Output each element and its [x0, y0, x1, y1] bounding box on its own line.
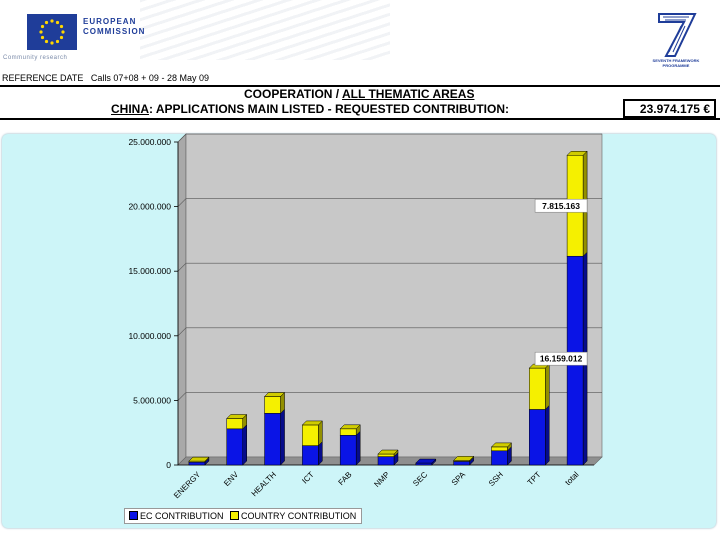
y-tick-label: 25.000.000 [128, 137, 171, 147]
y-tick-label: 20.000.000 [128, 202, 171, 212]
bar-side-tpt-ec [545, 404, 550, 466]
legend-label-country: COUNTRY CONTRIBUTION [241, 511, 357, 521]
bar-top-fab [339, 424, 361, 430]
bar-health-ec [264, 413, 281, 466]
bar-side-env-ec [242, 424, 247, 466]
fp7-logo [655, 10, 699, 58]
bar-sec-ec [415, 462, 433, 466]
bar-spa-ec [453, 461, 470, 466]
bar-top-ict [301, 420, 323, 426]
x-tick-label-energy: ENERGY [172, 470, 203, 501]
x-tick-label-ict: ICT [300, 470, 316, 486]
y-tick-label: 10.000.000 [128, 331, 171, 341]
bar-top-nmp [377, 449, 399, 455]
eu-name: EUROPEAN COMMISSION [83, 17, 145, 37]
x-tick-label-fab: FAB [337, 470, 354, 487]
reference-date-label: REFERENCE DATE [2, 73, 84, 83]
x-tick-label-health: HEALTH [250, 470, 278, 498]
title-separator: / [332, 87, 343, 101]
bar-nmp-country [377, 453, 395, 457]
fp7-seven-icon [658, 13, 697, 57]
reference-date: REFERENCE DATE Calls 07+08 + 09 - 28 May… [2, 73, 209, 83]
page-subtitle: CHINA: APPLICATIONS MAIN LISTED - REQUES… [111, 102, 509, 116]
bar-top-env [226, 414, 248, 419]
gridline-side [177, 133, 187, 143]
gridline-side [177, 198, 187, 207]
eu-name-line1: EUROPEAN [83, 17, 137, 26]
gridline-side [177, 262, 187, 272]
bar-top-sec [415, 458, 437, 464]
y-tick-label: 5.000.000 [133, 395, 171, 405]
x-tick-label-spa: SPA [450, 470, 468, 488]
chart-legend: EC CONTRIBUTION COUNTRY CONTRIBUTION [124, 508, 362, 524]
eu-stars-icon [39, 19, 65, 45]
bar-top-spa [453, 456, 475, 461]
fp7-caption: SEVENTH FRAMEWORK PROGRAMME [652, 58, 700, 68]
x-tick-label-nmp: NMP [372, 470, 391, 489]
bar-side-health-ec [280, 408, 285, 466]
bar-nmp-ec [377, 456, 395, 466]
x-tick-label-ssh: SSH [487, 470, 505, 488]
y-tick-label: 15.000.000 [128, 266, 171, 276]
eu-flag-logo [27, 14, 77, 50]
bar-env-country [226, 418, 243, 430]
legend-label-ec: EC CONTRIBUTION [140, 511, 224, 521]
eu-name-line2: COMMISSION [83, 27, 146, 36]
bar-top-ssh [490, 442, 513, 448]
data-label-ec: 16.159.012 [540, 354, 583, 364]
header-decoration [140, 0, 390, 60]
eu-subtitle: Community research [3, 55, 68, 61]
reference-date-value: Calls 07+08 + 09 - 28 May 09 [90, 73, 209, 83]
gridline-side [177, 327, 187, 337]
x-tick-label-env: ENV [222, 470, 240, 488]
bar-fab-ec [339, 435, 357, 466]
bar-env-ec [226, 428, 243, 466]
subtitle-rest: : APPLICATIONS MAIN LISTED - REQUESTED C… [149, 102, 509, 116]
bar-health-country [264, 396, 281, 414]
bar-tpt-ec [529, 409, 546, 466]
subtitle-country: CHINA [111, 102, 149, 116]
legend-swatch-country [230, 511, 240, 520]
bar-ssh-ec [491, 450, 508, 466]
x-tick-label-tpt: TPT [526, 470, 543, 487]
bar-top-health [263, 392, 286, 397]
bar-top-energy [188, 456, 210, 462]
page-title: COOPERATION / ALL THEMATIC AREAS [244, 87, 474, 101]
bar-energy-ec [188, 461, 206, 466]
bar-top-total [566, 151, 588, 156]
header-rule-top [0, 85, 720, 87]
y-tick-label: 0 [166, 460, 171, 470]
legend-swatch-ec [129, 511, 138, 520]
data-label-box-country [534, 198, 588, 213]
total-contribution-box: 23.974.175 € [623, 99, 716, 118]
header-rule-bottom [0, 118, 720, 120]
x-tick-label-sec: SEC [411, 470, 429, 488]
data-label-country: 7.815.163 [542, 201, 580, 211]
bar-ict-ec [302, 445, 319, 466]
bar-ict-country [302, 424, 319, 446]
bar-side-tpt-country [545, 363, 550, 411]
plot-side-wall [177, 133, 187, 466]
gridline-side [177, 392, 187, 401]
x-tick-label-total: total [563, 470, 580, 487]
title-part1: COOPERATION [244, 87, 333, 101]
bar-fab-country [339, 428, 357, 436]
data-label-box-ec [534, 351, 588, 366]
bar-tpt-country [529, 367, 546, 410]
bar-side-fab-ec [355, 430, 361, 466]
title-part2: ALL THEMATIC AREAS [342, 87, 475, 101]
bar-ssh-country [491, 446, 508, 452]
